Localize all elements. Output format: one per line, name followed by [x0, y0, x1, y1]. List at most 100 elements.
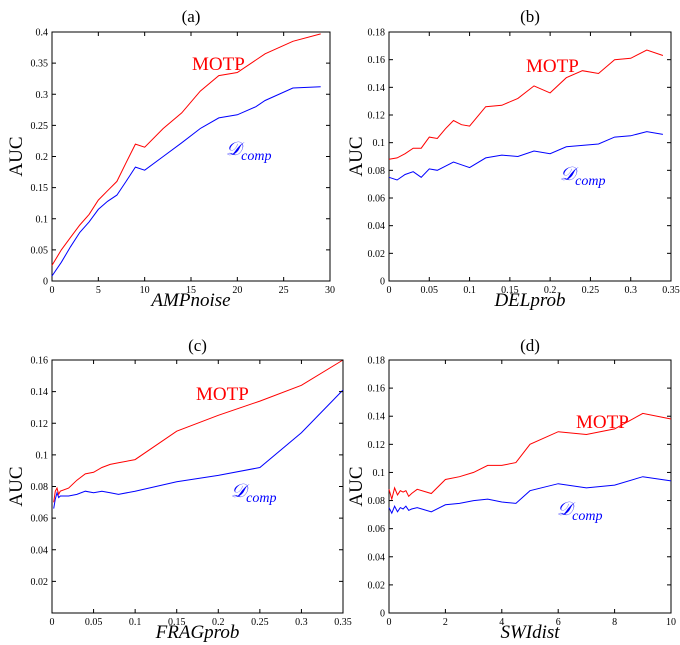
x-tick-label: 0.2 [212, 617, 225, 628]
y-tick-label: 0 [380, 277, 385, 288]
y-tick-label: 0.16 [31, 356, 49, 367]
chart-panel-3: 0 0.05 0.1 0.15 0.2 0.25 0.3 0.35 0.02 0.04 0.06 0.… [6, 336, 352, 643]
annotation-subscript: comp [572, 509, 602, 524]
x-axis-label: DELprob [493, 290, 565, 311]
chart-panel-2: 0 0.05 0.1 0.15 0.2 0.25 0.3 0.35 0 0.02 0.04 0.06 0… [346, 7, 680, 311]
annotation-text: 𝒟 [557, 499, 576, 520]
x-tick-label: 20 [232, 285, 242, 296]
y-tick-label: 0.04 [368, 552, 386, 563]
annotation-text: MOTP [526, 56, 579, 77]
annotation-text: MOTP [192, 54, 245, 75]
chart-panel-4: 0 2 4 6 8 10 0 0.02 0.04 0.06 0.08 0.1 0.12 0.14 0.16 0… [346, 336, 676, 643]
y-tick-label: 0.1 [373, 138, 386, 149]
y-axis-label: AUC [6, 136, 27, 176]
series-line-motp [388, 49, 664, 160]
y-tick-label: 0.02 [368, 249, 386, 260]
panel-title: (d) [520, 336, 540, 355]
x-tick-label: 0 [50, 617, 55, 628]
annotation-motp: MOTP [192, 54, 245, 75]
y-tick-label: 0.04 [31, 545, 49, 556]
y-tick-label: 0.15 [31, 183, 49, 194]
y-tick-label: 0.1 [373, 468, 386, 479]
x-tick-label: 0 [387, 617, 392, 628]
y-tick-label: 0.14 [368, 83, 386, 94]
y-tick-label: 0.08 [368, 496, 386, 507]
annotation-dcomp: 𝒟comp [557, 499, 603, 524]
plot-frame [388, 359, 672, 614]
annotation-dcomp: 𝒟comp [226, 139, 272, 164]
annotation-text: 𝒟 [560, 164, 579, 185]
x-axis-label: SWIdist [500, 622, 560, 643]
x-tick-label: 0.35 [662, 285, 680, 296]
y-tick-label: 0.2 [36, 152, 49, 163]
series-line-motp [51, 33, 321, 266]
x-tick-label: 2 [443, 617, 448, 628]
x-tick-label: 0.15 [501, 285, 519, 296]
x-tick-label: 0.15 [168, 617, 186, 628]
y-axis-label: AUC [346, 136, 367, 176]
x-tick-label: 6 [556, 617, 561, 628]
x-tick-label: 4 [499, 617, 504, 628]
x-tick-label: 0.35 [334, 617, 352, 628]
x-axis-label: FRAGprob [155, 622, 240, 643]
annotation-text: MOTP [576, 412, 629, 433]
y-tick-label: 0.12 [31, 419, 49, 430]
annotation-subscript: comp [241, 149, 271, 164]
annotation-text: 𝒟 [231, 481, 250, 502]
annotation-subscript: comp [246, 491, 276, 506]
series-line-dcomp [388, 476, 672, 515]
series-line-motp [53, 359, 344, 503]
y-tick-label: 0.06 [368, 524, 386, 535]
y-tick-label: 0.4 [36, 28, 49, 39]
plot-frame [51, 31, 331, 282]
y-tick-label: 0.02 [31, 577, 49, 588]
y-tick-label: 0.18 [368, 28, 386, 39]
x-tick-label: 0.05 [421, 285, 439, 296]
y-tick-label: 0.16 [368, 55, 386, 66]
y-tick-label: 0.05 [31, 245, 49, 256]
annotation-text: MOTP [196, 384, 249, 405]
y-tick-label: 0.25 [31, 121, 49, 132]
y-tick-label: 0.08 [368, 166, 386, 177]
y-tick-label: 0.08 [31, 482, 49, 493]
y-tick-label: 0.1 [36, 214, 49, 225]
x-tick-label: 10 [140, 285, 150, 296]
x-tick-label: 25 [279, 285, 289, 296]
x-tick-label: 0.25 [582, 285, 600, 296]
y-tick-label: 0.04 [368, 221, 386, 232]
x-tick-label: 30 [325, 285, 335, 296]
annotation-dcomp: 𝒟comp [231, 481, 277, 506]
series-line-dcomp [51, 86, 321, 277]
x-axis-label: AMPnoise [149, 290, 230, 311]
y-axis-label: AUC [346, 466, 367, 506]
x-tick-label: 0.1 [463, 285, 476, 296]
x-tick-label: 8 [612, 617, 617, 628]
annotation-motp: MOTP [196, 384, 249, 405]
y-tick-label: 0.02 [368, 580, 386, 591]
y-tick-label: 0.1 [36, 450, 49, 461]
x-tick-label: 0.3 [295, 617, 308, 628]
x-tick-label: 0.25 [251, 617, 269, 628]
y-tick-label: 0.35 [31, 59, 49, 70]
y-tick-label: 0.06 [31, 514, 49, 525]
y-tick-label: 0.12 [368, 440, 386, 451]
annotation-subscript: comp [575, 174, 605, 189]
x-tick-label: 0.05 [85, 617, 103, 628]
annotation-text: 𝒟 [226, 139, 245, 160]
y-axis-label: AUC [6, 466, 27, 506]
x-tick-label: 15 [186, 285, 196, 296]
x-tick-label: 0.2 [544, 285, 557, 296]
y-tick-label: 0.06 [368, 194, 386, 205]
annotation-dcomp: 𝒟comp [560, 164, 606, 189]
x-tick-label: 0.3 [624, 285, 637, 296]
series-line-dcomp [53, 389, 344, 509]
x-tick-label: 5 [96, 285, 101, 296]
plot-frame [388, 31, 672, 282]
series-line-motp [388, 412, 672, 502]
x-tick-label: 10 [666, 617, 676, 628]
annotation-motp: MOTP [576, 412, 629, 433]
y-tick-label: 0.18 [368, 356, 386, 367]
x-tick-label: 0.1 [129, 617, 142, 628]
x-tick-label: 0 [387, 285, 392, 296]
